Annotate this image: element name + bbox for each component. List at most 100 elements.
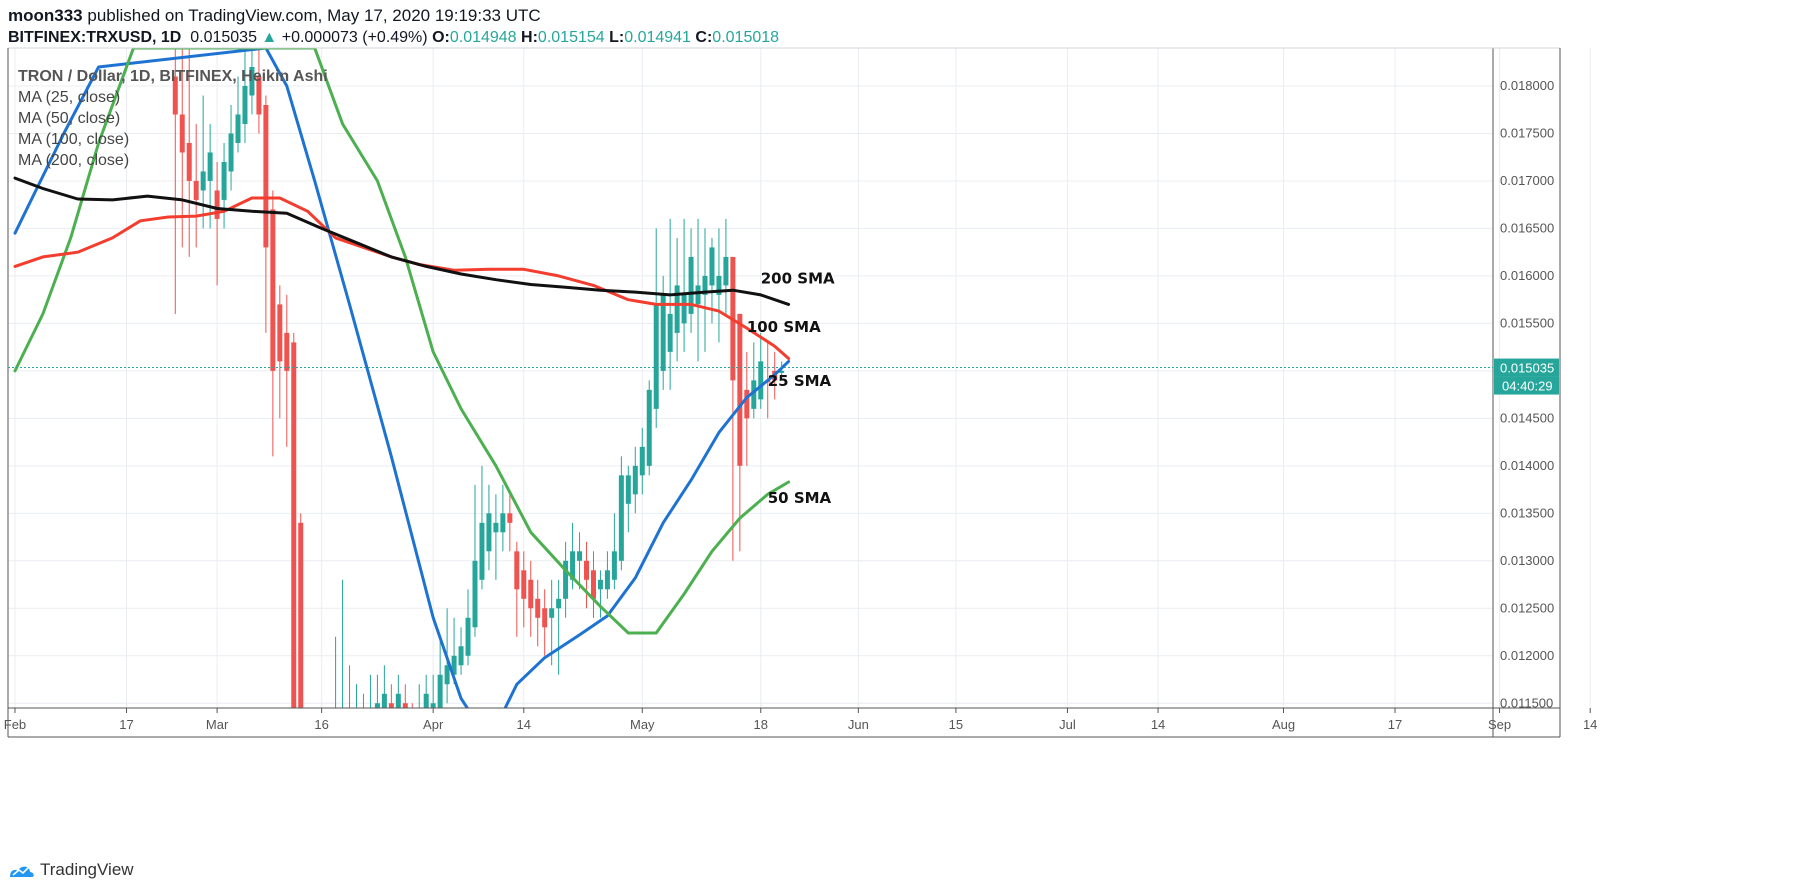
candle-body [479, 522, 485, 580]
candle-body [333, 732, 338, 751]
footer-brand[interactable]: TradingView [8, 860, 134, 880]
candle-body [535, 598, 541, 618]
candle-body [284, 332, 290, 371]
candle-body [451, 655, 457, 675]
legend-title[interactable]: TRON / Dollar, 1D, BITFINEX, Heikin Ashi [18, 68, 328, 85]
y-tick-label: 0.017000 [1500, 173, 1554, 188]
x-tick-label: 17 [119, 717, 133, 732]
candle-body [235, 114, 241, 143]
price-label: 0.015035 [1500, 361, 1554, 376]
y-tick-label: 0.015500 [1500, 315, 1554, 330]
legend-ma100[interactable]: MA (100, close) [18, 131, 130, 148]
candle-body [486, 513, 492, 552]
candle-body [186, 142, 192, 181]
candle-body [193, 180, 199, 200]
x-tick-label: Apr [423, 717, 444, 732]
low-value: 0.014941 [624, 29, 691, 46]
author-name[interactable]: moon333 [8, 6, 83, 25]
x-tick-label: May [630, 717, 655, 732]
y-tick-label: 0.012500 [1500, 600, 1554, 615]
candle-body [430, 703, 436, 708]
candle-body [660, 294, 666, 371]
high-label: H: [521, 29, 538, 46]
legend-ma50[interactable]: MA (50, close) [18, 110, 121, 127]
candle-body [472, 560, 478, 628]
candle-body [500, 513, 506, 533]
candle-body [361, 722, 366, 741]
candle-body [402, 703, 408, 708]
y-tick-label: 0.012000 [1500, 648, 1554, 663]
publish-text: published on TradingView.com, May 17, 20… [87, 6, 541, 25]
candles [172, 48, 785, 751]
x-tick-label: 14 [1583, 717, 1597, 732]
candle-body [493, 522, 499, 533]
candle-body [437, 674, 443, 708]
candle-body [632, 465, 638, 495]
publish-info: moon333 published on TradingView.com, Ma… [8, 6, 541, 26]
candle-body [695, 285, 701, 305]
candle-body [374, 703, 380, 708]
candle-body [347, 722, 352, 741]
candle-body [604, 570, 610, 590]
sma-annotation: 50 SMA [768, 489, 832, 507]
candle-body [653, 304, 659, 409]
price-change: +0.000073 (+0.49%) [281, 29, 428, 46]
moving-averages [13, 48, 791, 708]
ma-line [13, 48, 791, 635]
legend-ma200[interactable]: MA (200, close) [18, 152, 130, 169]
x-tick-label: Sep [1488, 717, 1511, 732]
x-tick-label: Jul [1059, 717, 1076, 732]
candle-body [639, 446, 645, 476]
candle-body [465, 617, 471, 656]
x-tick-label: 15 [949, 717, 963, 732]
x-tick-label: 18 [754, 717, 768, 732]
candle-body [368, 722, 373, 741]
candle-body [528, 579, 534, 609]
ma-line [13, 176, 791, 306]
candle-body [410, 722, 415, 731]
annotations: 0.015035 04:40:29 200 SMA 100 SMA 25 SMA 50 S… [8, 270, 1559, 507]
candle-body [758, 361, 764, 400]
x-tick-label: Jun [848, 717, 869, 732]
candle-body [521, 570, 527, 599]
sma-annotation: 200 SMA [761, 270, 835, 288]
candle-body [395, 693, 401, 708]
y-tick-label: 0.016000 [1500, 268, 1554, 283]
close-value: 0.015018 [712, 29, 780, 46]
y-tick-label: 0.014000 [1500, 458, 1554, 473]
x-tick-label: 14 [517, 717, 531, 732]
candle-body [354, 722, 359, 741]
candle-body [417, 713, 422, 732]
candle-body [277, 304, 283, 362]
candle-body [542, 608, 548, 628]
y-tick-label: 0.017500 [1500, 125, 1554, 140]
x-tick-label: Mar [206, 717, 229, 732]
candle-body [444, 665, 450, 685]
symbol-info: BITFINEX:TRXUSD, 1D 0.015035 ▲ +0.000073… [8, 29, 779, 47]
candle-body [221, 161, 227, 200]
candle-body [172, 76, 178, 115]
candle-body [716, 275, 722, 295]
candle-body [228, 133, 234, 172]
close-label: C: [695, 29, 713, 46]
last-price: 0.015035 [190, 29, 257, 46]
open-value: 0.014948 [449, 29, 517, 46]
candle-body [179, 114, 185, 153]
candle-body [570, 551, 576, 580]
sma-annotation: 100 SMA [747, 318, 821, 336]
candle-body [625, 475, 631, 504]
x-tick-label: 14 [1151, 717, 1165, 732]
low-label: L: [609, 29, 625, 46]
y-tick-label: 0.011500 [1500, 695, 1553, 710]
candle-body [744, 389, 750, 419]
candle-body [291, 342, 297, 708]
legend-ma25[interactable]: MA (25, close) [18, 89, 121, 106]
candle-body [507, 513, 513, 523]
candle-body [751, 380, 757, 409]
candle-body [423, 693, 429, 708]
candle-body [549, 608, 555, 618]
candle-body [514, 551, 520, 590]
countdown-label: 04:40:29 [1502, 379, 1553, 394]
y-tick-label: 0.014500 [1500, 410, 1554, 425]
